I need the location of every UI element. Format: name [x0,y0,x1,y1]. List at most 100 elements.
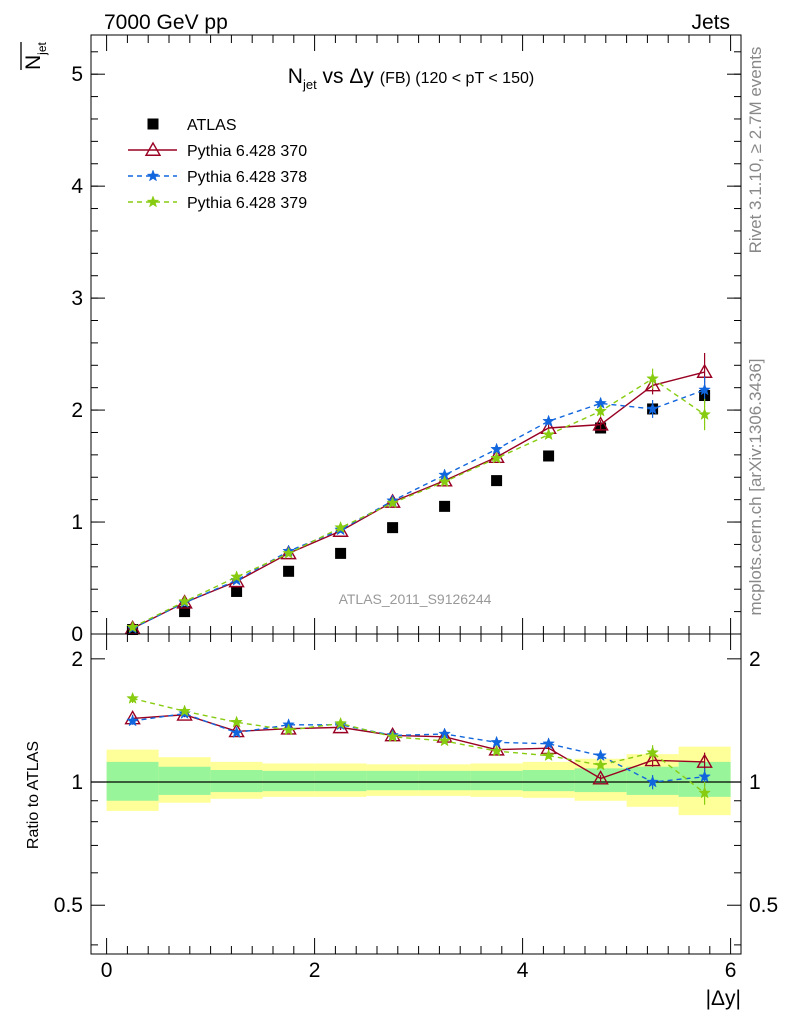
main-ylabel-sub: jet [35,41,49,55]
main-point-p379 [594,404,607,417]
ratio-point-p379 [334,716,347,729]
main-point-p379 [178,594,191,607]
legend-item-p379: Pythia 6.428 379 [128,195,307,212]
analysis-watermark: ATLAS_2011_S9126244 [339,591,492,607]
header-left: 7000 GeV pp [104,11,228,34]
main-plot-axes: 0 1 2 3 4 5 [71,35,741,646]
ratio-point-p370 [332,718,349,734]
ratio-band-inner [262,770,315,792]
main-ytick-label: 4 [71,175,83,198]
main-point-p378 [542,414,555,427]
ratio-plot-panel: 0.5 0.5 1 1 2 2 0 2 4 6 Ratio to ATLAS |Δy| [25,633,778,1010]
ratio-band-inner [522,770,575,792]
main-point-p370 [228,572,245,588]
legend-item-data: ATLAS [147,117,237,134]
ratio-point-p370 [644,751,661,767]
ratio-point-p378 [646,775,659,788]
ratio-point-p370 [280,720,297,735]
main-point-p370 [592,416,609,431]
legend-label-p370: Pythia 6.428 370 [187,143,307,160]
main-ytick-label: 5 [71,63,83,86]
ratio-plot-content [91,691,741,816]
main-ytick-label: 1 [71,511,83,534]
ratio-point-p379 [698,786,711,799]
plot-title-vs: vs Δy [317,65,380,88]
main-point-data [387,522,399,534]
ratio-band-inner [418,770,471,791]
main-point-p379 [230,570,243,583]
ratio-ylabel: Ratio to ATLAS [25,741,42,849]
legend-marker-p379 [146,195,160,208]
ratio-plot-axes: 0.5 0.5 1 1 2 2 0 2 4 6 [54,634,778,982]
plot-title: Njet vs Δy (FB) (120 < pT < 150) [288,65,534,92]
ratio-point-p370 [592,770,609,785]
main-line-p378 [132,389,705,630]
main-plot-content [124,352,713,636]
main-point-p379 [126,620,139,633]
main-point-data [179,606,191,618]
main-point-p379 [386,496,399,509]
ratio-point-p370 [696,753,713,768]
ratio-ytick-label: 0.5 [54,894,83,917]
ratio-point-p379 [282,723,295,736]
ratio-point-p378 [594,748,607,762]
legend: ATLAS Pythia 6.428 370 Pythia 6.428 378 Pyt… [128,117,307,212]
ratio-point-p379 [490,744,503,757]
ratio-band-inner [158,766,211,795]
legend-marker-p370 [144,141,162,156]
main-point-p379 [490,451,503,464]
ratio-xtick-label: 0 [101,959,113,982]
ratio-point-p370 [228,722,245,738]
ratio-point-p378 [126,714,139,727]
ratio-xlabel: |Δy| [706,987,741,1010]
main-ytick-label: 0 [71,623,83,646]
ratio-ytick-label: 1 [71,771,83,794]
legend-label-p379: Pythia 6.428 379 [187,195,307,212]
main-point-p379 [282,546,295,559]
ratio-band-inner [470,770,523,791]
ratio-point-p379 [126,691,139,704]
ratio-point-p379 [646,745,659,759]
svg-text:Njet: Njet [22,41,49,70]
ratio-point-p379 [386,730,399,743]
main-point-data [439,500,451,512]
main-point-p379 [334,520,347,534]
legend-item-p370: Pythia 6.428 370 [128,141,307,160]
ratio-point-p379 [230,715,243,728]
legend-label-p378: Pythia 6.428 378 [187,169,307,186]
side-label-bottom: mcplots.cern.ch [arXiv:1306.3436] [746,358,765,615]
main-point-data [491,475,503,487]
legend-item-p378: Pythia 6.428 378 [128,169,307,186]
header-right: Jets [691,11,730,34]
ratio-band-inner [106,761,159,801]
side-label-top: Rivet 3.1.10, ≥ 2.7M events [746,47,765,254]
ratio-point-p378 [698,770,711,783]
main-line-p370 [132,371,705,630]
legend-marker-p378 [146,169,160,182]
plot-title-main: N [288,65,303,88]
main-series-p379 [126,368,711,633]
ratio-point-p378 [230,725,243,739]
main-point-p379 [646,372,659,385]
ratio-xtick-label: 2 [309,959,321,982]
plot-title-range: (120 < pT < 150) [411,70,534,87]
plot-title-sub: jet [302,77,317,92]
main-ylabel-main: N [22,55,45,70]
ratio-line-p378 [132,712,705,783]
ratio-point-p379 [594,758,607,771]
ratio-ytick-label-right: 1 [749,771,761,794]
ratio-point-p370 [488,741,505,756]
main-point-p379 [438,475,451,488]
ratio-plot-frame [90,633,742,955]
ratio-xtick-label: 6 [725,959,737,982]
main-ytick-label: 2 [71,399,83,422]
ratio-ytick-label: 2 [71,648,83,671]
ratio-band-inner [210,770,263,793]
ratio-ytick-label-right: 0.5 [749,894,778,917]
main-point-p378 [646,402,659,415]
ratio-band-inner [314,770,367,792]
ratio-xtick-label: 4 [517,959,529,982]
main-point-p378 [698,383,711,396]
